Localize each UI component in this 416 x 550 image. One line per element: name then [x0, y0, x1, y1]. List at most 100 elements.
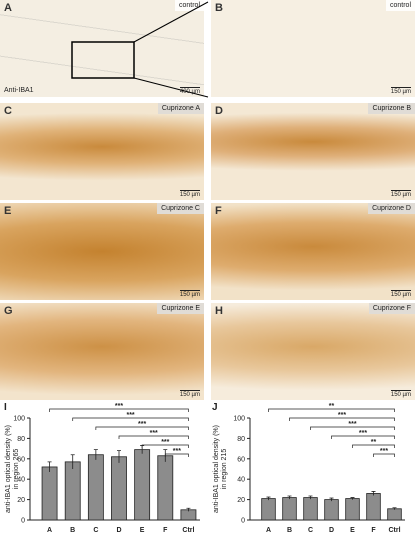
y-axis-label: anti-IBA1 optical density (%): [213, 425, 220, 513]
panel-caption: control: [385, 0, 415, 11]
bar: [366, 493, 381, 521]
panel-caption: Cuprizone A: [157, 103, 204, 114]
significance-bracket: [289, 417, 395, 421]
significance-bracket: [141, 444, 189, 448]
panel-caption: Cuprizone F: [368, 303, 415, 314]
y-tick-label: 60: [17, 456, 25, 463]
y-tick-label: 20: [17, 497, 25, 504]
error-bar: [117, 450, 121, 463]
panel-letter: G: [4, 305, 13, 317]
error-bar: [186, 507, 191, 512]
x-tick-label: E: [350, 527, 355, 534]
error-bar: [308, 495, 313, 500]
scale-bar: 150 µm: [179, 190, 200, 198]
error-bar: [93, 449, 98, 460]
panel-letter: E: [4, 205, 12, 217]
x-tick-label: F: [371, 527, 376, 534]
significance-label: ***: [380, 448, 388, 455]
error-bar: [47, 461, 52, 473]
x-tick-label: Ctrl: [388, 527, 400, 534]
panel-letter: A: [4, 2, 12, 14]
y-axis-label: in region 215: [221, 449, 228, 490]
significance-bracket: [49, 408, 189, 412]
y-tick-label: 100: [13, 416, 25, 423]
y-tick-label: 0: [21, 518, 25, 525]
significance-bracket: [268, 408, 395, 412]
error-bar: [70, 454, 75, 469]
scale-bar: 150 µm: [390, 190, 411, 198]
error-bar: [392, 507, 397, 510]
bar: [324, 499, 339, 521]
y-tick-label: 40: [17, 477, 25, 484]
panel-caption: control: [174, 0, 204, 11]
significance-label: ***: [150, 430, 158, 437]
x-tick-label: B: [287, 527, 292, 534]
significance-bracket: [373, 453, 395, 457]
significance-label: ***: [173, 448, 181, 455]
y-tick-label: 0: [241, 518, 245, 525]
x-tick-label: C: [93, 527, 98, 534]
x-tick-label: D: [329, 527, 334, 534]
panel-letter: J: [212, 402, 218, 413]
panel-caption: Cuprizone C: [157, 203, 204, 214]
significance-bracket: [331, 435, 395, 439]
y-tick-label: 80: [17, 436, 25, 443]
scale-bar: 150 µm: [390, 87, 411, 95]
x-tick-label: B: [70, 527, 75, 534]
significance-label: ***: [161, 439, 169, 446]
scale-bar: 150 µm: [179, 390, 200, 398]
micrograph: D Cuprizone B 150 µm: [211, 103, 415, 200]
y-tick-label: 60: [237, 456, 245, 463]
scale-bar: 150 µm: [179, 290, 200, 298]
significance-bracket: [164, 453, 189, 457]
significance-label: ***: [115, 403, 123, 410]
significance-label: ***: [348, 421, 356, 428]
micrograph: G Cuprizone E 150 µm: [0, 303, 204, 400]
y-axis-label: anti-IBA1 optical density (%): [5, 425, 12, 513]
panel-caption: Cuprizone D: [368, 203, 415, 214]
x-tick-label: A: [266, 527, 271, 534]
stain-label: Anti-IBA1: [4, 87, 34, 94]
panel-letter: F: [215, 205, 222, 217]
significance-label: ***: [359, 430, 367, 437]
significance-bracket: [72, 417, 189, 421]
panel-letter: B: [215, 2, 223, 14]
y-axis-label: in region 265: [13, 449, 20, 490]
bar: [87, 454, 104, 521]
x-tick-label: F: [163, 527, 168, 534]
y-tick-label: 100: [233, 416, 245, 423]
panel-caption: Cuprizone E: [157, 303, 204, 314]
bar: [157, 455, 174, 521]
x-tick-label: E: [140, 527, 145, 534]
significance-bracket: [95, 426, 189, 430]
bar: [41, 466, 58, 521]
error-bar: [350, 497, 355, 500]
significance-bracket: [352, 444, 395, 448]
bar: [134, 449, 151, 521]
error-bar: [329, 497, 334, 502]
significance-bracket: [310, 426, 395, 430]
bar: [387, 508, 402, 521]
bar: [111, 456, 127, 521]
panel-letter: I: [4, 402, 7, 413]
scale-bar: 400 µm: [179, 87, 200, 95]
error-bar: [371, 491, 376, 496]
bar: [282, 497, 297, 521]
scale-bar: 150 µm: [390, 290, 411, 298]
scale-bar: 150 µm: [390, 390, 411, 398]
bar: [303, 497, 318, 521]
micrograph: E Cuprizone C 150 µm: [0, 203, 204, 300]
significance-label: **: [371, 439, 377, 446]
x-tick-label: C: [308, 527, 313, 534]
significance-label: ***: [138, 421, 146, 428]
y-tick-label: 80: [237, 436, 245, 443]
panel-letter: H: [215, 305, 223, 317]
y-tick-label: 20: [237, 497, 245, 504]
micrograph: F Cuprizone D 150 µm: [211, 203, 415, 300]
x-tick-label: Ctrl: [182, 527, 194, 534]
panel-caption: Cuprizone B: [368, 103, 415, 114]
